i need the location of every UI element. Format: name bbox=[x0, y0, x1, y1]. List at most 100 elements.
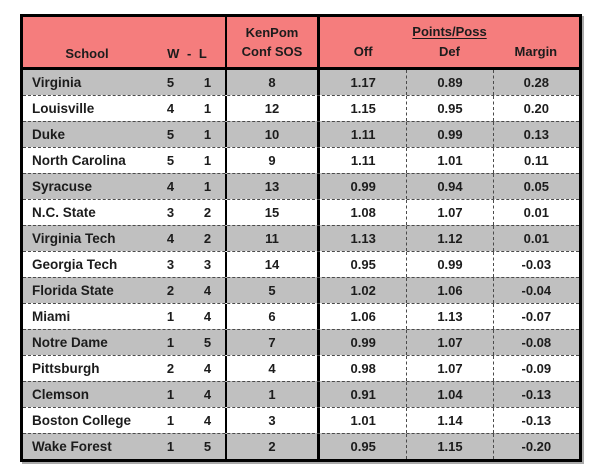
cell-def: 0.95 bbox=[406, 96, 492, 121]
cell-def: 1.06 bbox=[406, 278, 492, 303]
table-header: School W - L KenPom Conf SOS Points/Poss… bbox=[23, 17, 579, 70]
cell-def: 1.13 bbox=[406, 304, 492, 329]
cell-school: Notre Dame bbox=[32, 335, 108, 350]
table-row: Louisville 4 1 12 1.15 0.95 0.20 bbox=[23, 95, 579, 121]
cell-school: North Carolina bbox=[32, 153, 126, 168]
cell-w: 3 bbox=[166, 205, 175, 220]
cell-sos: 15 bbox=[225, 200, 320, 225]
cell-margin: -0.07 bbox=[492, 304, 579, 329]
cell-sos: 10 bbox=[225, 122, 320, 147]
cell-sos: 14 bbox=[225, 252, 320, 277]
cell-l: 5 bbox=[203, 335, 212, 350]
cell-off: 1.11 bbox=[350, 127, 376, 142]
cell-school: Pittsburgh bbox=[32, 361, 100, 376]
cell-l: 1 bbox=[203, 127, 212, 142]
cell-school: Miami bbox=[32, 309, 71, 324]
cell-def: 1.07 bbox=[406, 330, 492, 355]
header-kenpom-line1: KenPom bbox=[245, 25, 299, 40]
header-school-wl-cell: School W - L bbox=[23, 17, 225, 67]
cell-def: 1.12 bbox=[406, 226, 492, 251]
cell-margin: 0.05 bbox=[492, 174, 579, 199]
table-row: Boston College 1 4 3 1.01 1.14 -0.13 bbox=[23, 407, 579, 433]
cell-w: 1 bbox=[166, 413, 175, 428]
cell-school: N.C. State bbox=[32, 205, 96, 220]
cell-w: 4 bbox=[166, 231, 175, 246]
cell-w: 5 bbox=[166, 153, 175, 168]
cell-off: 0.98 bbox=[350, 361, 376, 376]
cell-w: 2 bbox=[166, 283, 175, 298]
header-school-label: School bbox=[65, 46, 109, 61]
cell-l: 2 bbox=[203, 231, 212, 246]
cell-margin: 0.20 bbox=[492, 96, 579, 121]
header-def-label: Def bbox=[439, 43, 460, 59]
cell-margin: -0.13 bbox=[492, 382, 579, 407]
cell-margin: 0.28 bbox=[492, 70, 579, 95]
cell-def: 1.15 bbox=[406, 434, 492, 459]
cell-l: 1 bbox=[203, 153, 212, 168]
cell-sos: 8 bbox=[225, 70, 320, 95]
cell-off: 0.99 bbox=[350, 179, 376, 194]
cell-margin: 0.11 bbox=[492, 148, 579, 173]
cell-school: Duke bbox=[32, 127, 66, 142]
cell-margin: -0.20 bbox=[492, 434, 579, 459]
table-row: Notre Dame 1 5 7 0.99 1.07 -0.08 bbox=[23, 329, 579, 355]
table-row: Duke 5 1 10 1.11 0.99 0.13 bbox=[23, 121, 579, 147]
cell-school: Syracuse bbox=[32, 179, 93, 194]
cell-l: 4 bbox=[203, 309, 212, 324]
cell-off: 1.13 bbox=[350, 231, 376, 246]
cell-sos: 12 bbox=[225, 96, 320, 121]
cell-off: 1.17 bbox=[350, 75, 376, 90]
cell-school: Florida State bbox=[32, 283, 114, 298]
header-kenpom-cell: KenPom Conf SOS bbox=[225, 17, 320, 67]
cell-off: 1.02 bbox=[350, 283, 376, 298]
header-points-poss-cell: Points/Poss Off Def Margin bbox=[320, 17, 579, 67]
cell-w: 5 bbox=[166, 127, 175, 142]
cell-sos: 2 bbox=[225, 434, 320, 459]
cell-margin: -0.04 bbox=[492, 278, 579, 303]
cell-margin: -0.13 bbox=[492, 408, 579, 433]
header-kenpom-line2: Conf SOS bbox=[241, 44, 303, 59]
table-row: Clemson 1 4 1 0.91 1.04 -0.13 bbox=[23, 381, 579, 407]
cell-margin: 0.13 bbox=[492, 122, 579, 147]
cell-w: 1 bbox=[166, 335, 175, 350]
cell-l: 1 bbox=[203, 75, 212, 90]
cell-def: 1.01 bbox=[406, 148, 492, 173]
cell-sos: 1 bbox=[225, 382, 320, 407]
table-row: Virginia Tech 4 2 11 1.13 1.12 0.01 bbox=[23, 225, 579, 251]
header-points-poss-subcolumns: Off Def Margin bbox=[320, 44, 579, 59]
cell-off: 1.11 bbox=[350, 153, 376, 168]
table-body: Virginia 5 1 8 1.17 0.89 0.28 Louisville 4 1 12 1.1… bbox=[23, 70, 579, 459]
cell-off: 1.06 bbox=[350, 309, 376, 324]
cell-off: 0.95 bbox=[350, 257, 376, 272]
cell-w: 2 bbox=[166, 361, 175, 376]
cell-school: Wake Forest bbox=[32, 439, 112, 454]
table-row: Syracuse 4 1 13 0.99 0.94 0.05 bbox=[23, 173, 579, 199]
cell-off: 0.95 bbox=[350, 439, 376, 454]
cell-w: 4 bbox=[166, 101, 175, 116]
header-points-poss-label: Points/Poss bbox=[412, 24, 487, 40]
cell-sos: 6 bbox=[225, 304, 320, 329]
cell-def: 0.99 bbox=[406, 252, 492, 277]
cell-sos: 4 bbox=[225, 356, 320, 381]
cell-sos: 3 bbox=[225, 408, 320, 433]
cell-margin: -0.08 bbox=[492, 330, 579, 355]
cell-l: 5 bbox=[203, 439, 212, 454]
cell-margin: 0.01 bbox=[492, 226, 579, 251]
cell-off: 1.01 bbox=[350, 413, 376, 428]
cell-margin: -0.03 bbox=[492, 252, 579, 277]
cell-school: Boston College bbox=[32, 413, 132, 428]
cell-sos: 11 bbox=[225, 226, 320, 251]
table-row: Miami 1 4 6 1.06 1.13 -0.07 bbox=[23, 303, 579, 329]
table-row: Virginia 5 1 8 1.17 0.89 0.28 bbox=[23, 70, 579, 95]
cell-def: 1.07 bbox=[406, 200, 492, 225]
header-margin-label: Margin bbox=[514, 43, 558, 59]
table-row: North Carolina 5 1 9 1.11 1.01 0.11 bbox=[23, 147, 579, 173]
cell-off: 0.91 bbox=[350, 387, 376, 402]
cell-def: 1.07 bbox=[406, 356, 492, 381]
cell-l: 1 bbox=[203, 179, 212, 194]
cell-def: 1.14 bbox=[406, 408, 492, 433]
cell-w: 1 bbox=[166, 387, 175, 402]
cell-margin: -0.09 bbox=[492, 356, 579, 381]
cell-l: 1 bbox=[203, 101, 212, 116]
cell-margin: 0.01 bbox=[492, 200, 579, 225]
